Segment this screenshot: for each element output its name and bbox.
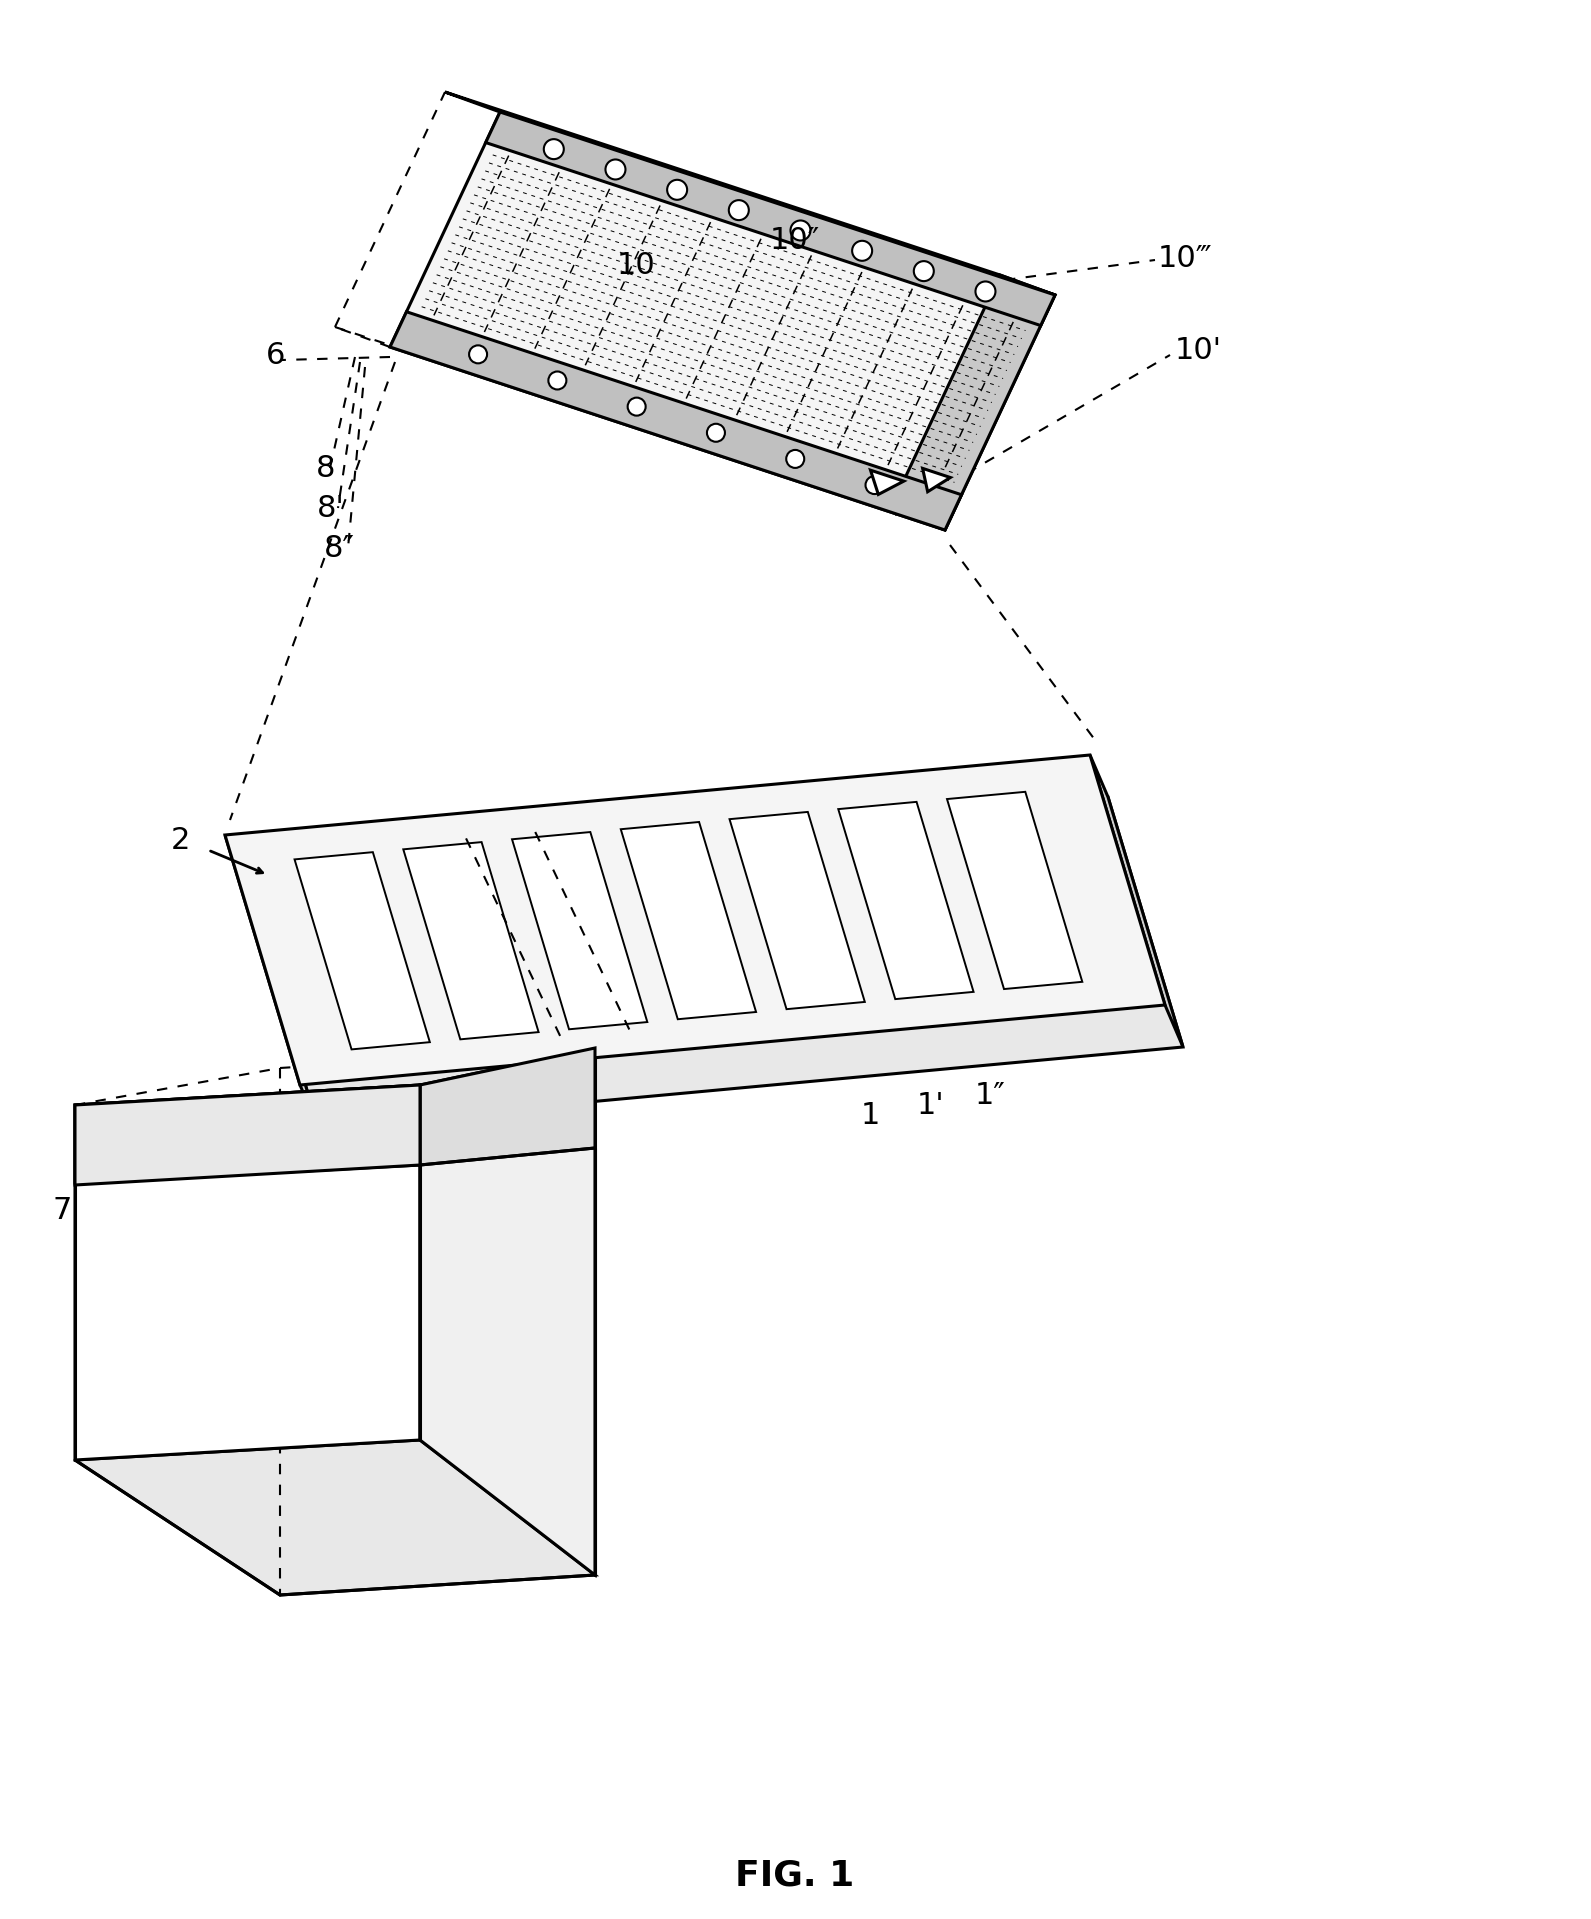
Polygon shape: [620, 821, 756, 1019]
Polygon shape: [512, 833, 648, 1029]
Circle shape: [667, 180, 687, 200]
Polygon shape: [947, 793, 1082, 988]
Polygon shape: [75, 1084, 420, 1460]
Polygon shape: [1090, 754, 1184, 1048]
Text: FIG. 1: FIG. 1: [735, 1858, 854, 1892]
Text: 10‴: 10‴: [1158, 244, 1212, 272]
Polygon shape: [75, 1439, 595, 1595]
Polygon shape: [75, 1084, 420, 1182]
Polygon shape: [445, 92, 1055, 296]
Circle shape: [786, 449, 803, 468]
Polygon shape: [485, 111, 1055, 326]
Polygon shape: [224, 754, 1165, 1084]
Polygon shape: [420, 1048, 595, 1575]
Polygon shape: [870, 470, 904, 495]
Circle shape: [544, 140, 563, 159]
Text: 8″: 8″: [325, 533, 355, 562]
Circle shape: [913, 261, 934, 282]
Text: 1: 1: [861, 1100, 880, 1130]
Polygon shape: [923, 468, 950, 491]
Polygon shape: [838, 802, 974, 1000]
Polygon shape: [730, 812, 866, 1009]
Circle shape: [975, 282, 996, 301]
Polygon shape: [243, 796, 1184, 1126]
Text: 10': 10': [1176, 336, 1222, 365]
Text: 8: 8: [315, 453, 336, 482]
Text: 2: 2: [170, 825, 189, 854]
Polygon shape: [224, 835, 318, 1126]
Circle shape: [628, 397, 646, 416]
Polygon shape: [390, 111, 1055, 530]
Polygon shape: [390, 311, 961, 530]
Text: 8': 8': [317, 493, 345, 522]
Circle shape: [469, 345, 487, 363]
Polygon shape: [75, 1084, 420, 1186]
Polygon shape: [294, 852, 430, 1050]
Circle shape: [706, 424, 725, 441]
Text: 1″: 1″: [975, 1080, 1006, 1109]
Text: 1': 1': [916, 1090, 943, 1119]
Circle shape: [549, 372, 566, 390]
Text: 10″: 10″: [770, 226, 819, 255]
Circle shape: [606, 159, 625, 180]
Text: 10: 10: [616, 251, 655, 280]
Text: 7: 7: [53, 1196, 72, 1224]
Circle shape: [791, 221, 810, 240]
Circle shape: [729, 200, 749, 221]
Circle shape: [866, 476, 883, 493]
Polygon shape: [420, 1048, 595, 1165]
Polygon shape: [403, 842, 539, 1040]
Circle shape: [853, 240, 872, 261]
Polygon shape: [889, 274, 1055, 530]
Text: 6: 6: [266, 340, 285, 370]
